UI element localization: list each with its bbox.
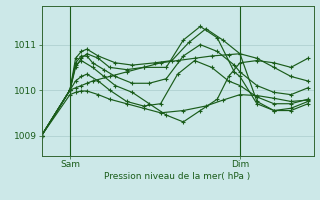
X-axis label: Pression niveau de la mer( hPa ): Pression niveau de la mer( hPa ) bbox=[104, 172, 251, 181]
